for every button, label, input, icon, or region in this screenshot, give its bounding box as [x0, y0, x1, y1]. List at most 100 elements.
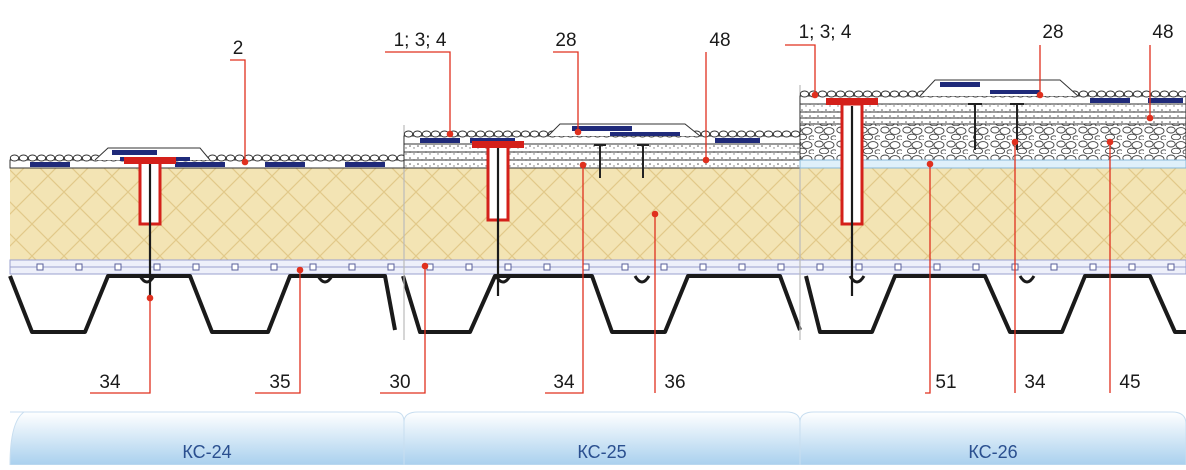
membrane-bump	[880, 90, 891, 98]
callout-51: 51	[935, 372, 956, 393]
membrane-bump	[457, 130, 468, 138]
membrane-bump	[493, 130, 504, 138]
membrane-bump	[333, 154, 344, 162]
telescopic-fastener-ks24	[124, 157, 176, 296]
vapor-barrier-marker	[387, 263, 395, 271]
membrane-layer-ks24	[9, 147, 407, 169]
vapor-barrier-marker	[1089, 263, 1097, 271]
membrane-bump	[9, 154, 20, 162]
membrane-bump	[718, 130, 729, 138]
membrane-bump	[72, 154, 83, 162]
membrane-bump	[18, 154, 29, 162]
membrane-bump	[898, 90, 909, 98]
membrane-bump	[790, 130, 801, 138]
membrane-bump	[387, 154, 398, 162]
membrane-bump	[745, 130, 756, 138]
membrane-bump	[520, 130, 531, 138]
membrane-bump	[871, 90, 882, 98]
membrane-bump	[727, 130, 738, 138]
membrane-bump	[1159, 90, 1170, 98]
membrane-bump	[369, 154, 380, 162]
vapor-barrier-layer	[9, 259, 1186, 275]
membrane-layer-ks25	[403, 123, 801, 145]
vapor-barrier-marker	[738, 263, 746, 271]
membrane-bump	[529, 130, 540, 138]
telescopic-fastener-ks26	[826, 98, 878, 296]
membrane-bump	[252, 154, 263, 162]
vapor-barrier-marker	[465, 263, 473, 271]
membrane-bump	[502, 130, 513, 138]
membrane-bump	[1168, 90, 1179, 98]
membrane-bump	[421, 130, 432, 138]
membrane-bump	[736, 130, 747, 138]
membrane-bump	[907, 90, 918, 98]
callout-34-a: 34	[99, 372, 121, 393]
membrane-bump	[225, 154, 236, 162]
callout-48-a: 48	[709, 30, 730, 51]
membrane-bump	[799, 90, 810, 98]
membrane-bump	[1123, 90, 1134, 98]
membrane-bump	[862, 90, 873, 98]
callout-45: 45	[1119, 372, 1140, 393]
membrane-bump	[475, 130, 486, 138]
membrane-bump	[306, 154, 317, 162]
membrane-bump	[63, 154, 74, 162]
membrane-bump	[1096, 90, 1107, 98]
gravel-ballast-ks26	[799, 123, 1186, 161]
vapor-barrier-marker	[192, 263, 200, 271]
leader-lines	[230, 44, 1151, 162]
vapor-barrier-marker	[777, 263, 785, 271]
vapor-barrier-marker	[504, 263, 512, 271]
panel-ks24: КС-24	[9, 411, 405, 466]
membrane-bump	[342, 154, 353, 162]
callout-36: 36	[664, 372, 685, 393]
vapor-barrier-marker	[660, 263, 668, 271]
membrane-bump	[430, 130, 441, 138]
callout-48-b: 48	[1152, 22, 1173, 43]
panel-ks25: КС-25	[403, 411, 801, 466]
membrane-bump	[378, 154, 389, 162]
membrane-bump	[403, 130, 414, 138]
vapor-barrier-marker	[1167, 263, 1175, 271]
vapor-barrier-marker	[348, 263, 356, 271]
membrane-bump	[1150, 90, 1161, 98]
vapor-barrier-marker	[36, 263, 44, 271]
leader-lines-bottom	[90, 142, 1111, 394]
callout-35: 35	[269, 372, 290, 393]
vapor-barrier-marker	[933, 263, 941, 271]
membrane-bump	[1078, 90, 1089, 98]
membrane-bump	[1114, 90, 1125, 98]
membrane-bump	[817, 90, 828, 98]
membrane-bump	[538, 130, 549, 138]
membrane-bump	[351, 154, 362, 162]
membrane-bump	[1105, 90, 1116, 98]
telescopic-fastener-ks25	[472, 141, 524, 296]
membrane-bump	[754, 130, 765, 138]
panel-ks26: КС-26	[799, 411, 1186, 466]
membrane-bump	[81, 154, 92, 162]
profiled-steel-deck	[8, 274, 1186, 334]
callout-34-c: 34	[1024, 372, 1046, 393]
leader-dots	[146, 91, 1154, 302]
vapor-barrier-marker	[309, 263, 317, 271]
vapor-barrier-marker	[972, 263, 980, 271]
vapor-barrier-marker	[699, 263, 707, 271]
membrane-bump	[234, 154, 245, 162]
vapor-barrier-marker	[543, 263, 551, 271]
membrane-bump	[297, 154, 308, 162]
membrane-bump	[288, 154, 299, 162]
membrane-bump	[45, 154, 56, 162]
membrane-bump	[279, 154, 290, 162]
vapor-barrier-marker	[153, 263, 161, 271]
membrane-bump	[511, 130, 522, 138]
callout-28-b: 28	[1042, 22, 1063, 43]
membrane-bump	[324, 154, 335, 162]
callout-30: 30	[389, 372, 410, 393]
membrane-bump	[466, 130, 477, 138]
membrane-bump	[1132, 90, 1143, 98]
membrane-bump	[270, 154, 281, 162]
vapor-barrier-marker	[1050, 263, 1058, 271]
vapor-barrier-marker	[270, 263, 278, 271]
